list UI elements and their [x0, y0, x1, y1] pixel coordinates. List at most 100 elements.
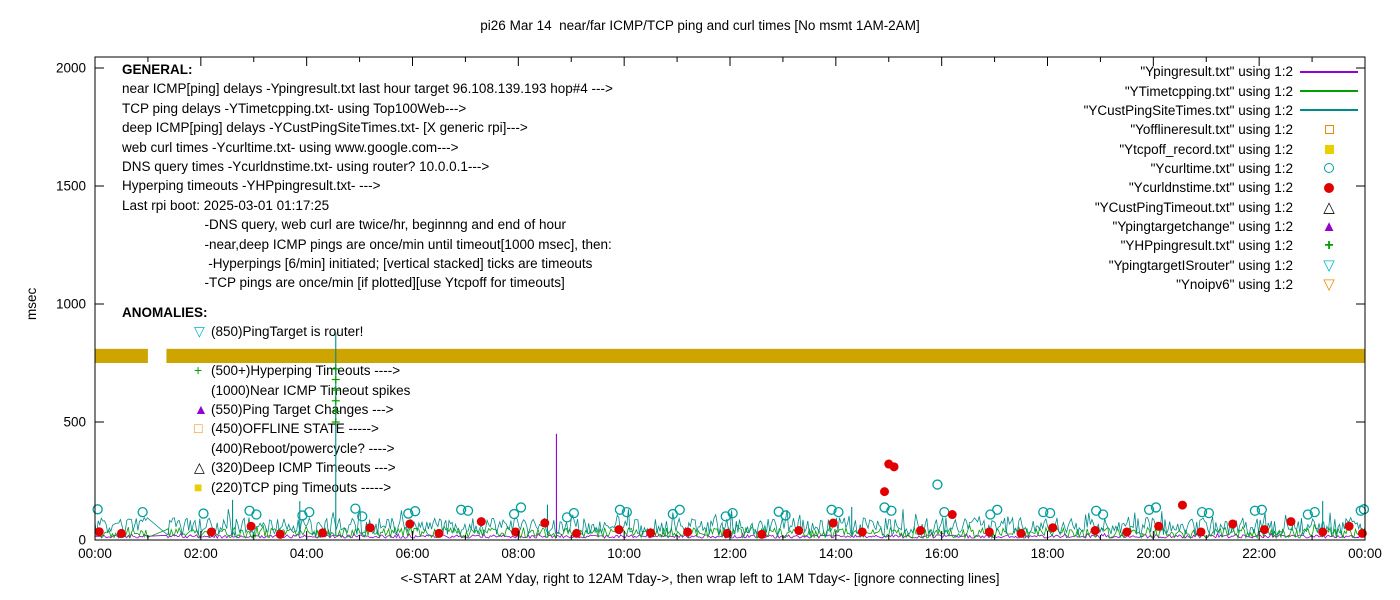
anomaly-item: ■ (220)TCP ping Timeouts ----->	[122, 478, 410, 497]
y-tick-label: 2000	[56, 61, 86, 76]
anomaly-text: (400)Reboot/powercycle? ---->	[211, 440, 395, 456]
line-marker-icon	[1293, 109, 1365, 112]
y-tick-label: 1000	[56, 297, 86, 312]
legend-entry: "Ycurltime.txt" using 1:2	[1031, 159, 1365, 178]
anomaly-text: (450)OFFLINE STATE ----->	[211, 421, 379, 437]
general-line: near ICMP[ping] delays -Ypingresult.txt …	[122, 81, 613, 97]
legend-label: "YHPpingresult.txt" using 1:2	[1120, 238, 1293, 254]
scatter-Ycurltime	[92, 479, 1370, 523]
series-Ypingresult	[94, 433, 1366, 539]
legend-entry: "Ynoipv6" using 1:2 ▽	[1031, 275, 1365, 294]
x-tick-label: 04:00	[290, 546, 324, 561]
x-tick-label: 08:00	[501, 546, 535, 561]
general-line: Hyperping timeouts -YHPpingresult.txt- -…	[122, 178, 381, 194]
general-line: -near,deep ICMP pings are once/min until…	[122, 236, 612, 252]
scatter-YHPpingresult	[331, 364, 340, 426]
legend-entry: "YpingtargetISrouter" using 1:2 ▽	[1031, 255, 1365, 274]
anomaly-item: + (500+)Hyperping Timeouts ---->	[122, 361, 410, 380]
cyan-down-triangle-icon: ▽	[194, 323, 205, 340]
plus-marker-icon: +	[1324, 236, 1334, 254]
legend-label: "Ycurldnstime.txt" using 1:2	[1128, 180, 1293, 196]
x-tick-label: 16:00	[925, 546, 959, 561]
x-tick-label: 14:00	[819, 546, 853, 561]
anomaly-text: (220)TCP ping Timeouts ----->	[211, 479, 392, 495]
circle-open-marker-icon	[1293, 163, 1365, 174]
anomaly-item: (400)Reboot/powercycle? ---->	[122, 439, 410, 458]
x-tick-label: 00:00	[78, 546, 112, 561]
legend-entry: "YCustPingTimeout.txt" using 1:2 △	[1031, 197, 1365, 216]
x-tick-label: 22:00	[1242, 546, 1276, 561]
legend-entry: "Ycurldnstime.txt" using 1:2	[1031, 178, 1365, 197]
general-line: deep ICMP[ping] delays -YCustPingSiteTim…	[122, 120, 528, 136]
legend-entry: "YTimetcpping.txt" using 1:2	[1031, 81, 1365, 100]
y-tick-label: 1500	[56, 179, 86, 194]
legend-label: "Ynoipv6" using 1:2	[1176, 276, 1293, 292]
y-axis-label: msec	[24, 287, 39, 320]
x-tick-label: 20:00	[1136, 546, 1170, 561]
legend-label: "Ycurltime.txt" using 1:2	[1150, 160, 1293, 176]
x-tick-label: 12:00	[713, 546, 747, 561]
legend-entry: "Yofflineresult.txt" using 1:2	[1031, 120, 1365, 139]
orange-open-square-icon: □	[194, 420, 203, 437]
general-line: web curl times -Ycurltime.txt- using www…	[122, 139, 459, 155]
square-filled-marker-icon	[1293, 144, 1365, 154]
general-notes-block: GENERAL: near ICMP[ping] delays -Ypingres…	[122, 60, 613, 293]
legend-label: "Yofflineresult.txt" using 1:2	[1130, 122, 1293, 138]
legend: "Ypingresult.txt" using 1:2 "YTimetcpping…	[1031, 62, 1365, 294]
triangle-open-marker-icon: △	[1323, 198, 1335, 216]
x-tick-label: 02:00	[184, 546, 218, 561]
y-tick-label: 500	[63, 415, 86, 430]
anomaly-text: (500+)Hyperping Timeouts ---->	[211, 363, 401, 379]
legend-entry: "Ytcpoff_record.txt" using 1:2	[1031, 139, 1365, 158]
legend-label: "Ypingresult.txt" using 1:2	[1140, 64, 1293, 80]
legend-label: "Ytcpoff_record.txt" using 1:2	[1119, 141, 1293, 157]
legend-entry: "YCustPingSiteTimes.txt" using 1:2	[1031, 101, 1365, 120]
chart-title: pi26 Mar 14 near/far ICMP/TCP ping and c…	[480, 18, 920, 33]
anomaly-text: (1000)Near ICMP Timeout spikes	[211, 382, 411, 398]
violet-filled-triangle-icon: ▲	[194, 400, 208, 417]
x-tick-label: 06:00	[396, 546, 430, 561]
yellow-filled-square-icon: ■	[194, 478, 203, 495]
legend-label: "Ypingtargetchange" using 1:2	[1112, 218, 1293, 234]
legend-entry: "Ypingtargetchange" using 1:2 ▲	[1031, 217, 1365, 236]
general-line: DNS query times -Ycurldnstime.txt- using…	[122, 159, 490, 175]
scatter-Ycurldnstime	[94, 459, 1367, 539]
anomaly-item: △ (320)Deep ICMP Timeouts --->	[122, 458, 410, 477]
axes: 0 500 1000 1500 2000 00:00 02:00 04:00 06:00 08:0…	[56, 56, 1382, 561]
triangle-down-open-marker-icon: ▽	[1323, 275, 1335, 293]
legend-label: "YCustPingTimeout.txt" using 1:2	[1094, 199, 1293, 215]
general-line: TCP ping delays -YTimetcpping.txt- using…	[122, 100, 467, 116]
x-tick-label: 00:00	[1348, 546, 1382, 561]
general-line: -DNS query, web curl are twice/hr, begin…	[122, 217, 566, 233]
y-tick-label: 0	[78, 533, 86, 548]
general-line: -Hyperpings [6/min] initiated; [vertical…	[122, 256, 593, 272]
x-tick-label: 10:00	[607, 546, 641, 561]
legend-label: "YTimetcpping.txt" using 1:2	[1124, 83, 1293, 99]
general-line: -TCP pings are once/min [if plotted][use…	[122, 275, 565, 291]
x-axis-label: <-START at 2AM Yday, right to 12AM Tday-…	[400, 571, 1000, 586]
anomalies-heading: ANOMALIES:	[122, 305, 208, 320]
anomaly-item: □ (450)OFFLINE STATE ----->	[122, 419, 410, 438]
legend-entry: "YHPpingresult.txt" using 1:2 +	[1031, 236, 1365, 255]
legend-entry: "Ypingresult.txt" using 1:2	[1031, 62, 1365, 81]
general-heading: GENERAL:	[122, 62, 193, 77]
general-line: Last rpi boot: 2025-03-01 01:17:25	[122, 197, 330, 213]
line-marker-icon	[1293, 90, 1365, 93]
circle-filled-marker-icon	[1293, 182, 1365, 193]
square-open-marker-icon	[1293, 125, 1365, 135]
anomaly-text: (550)Ping Target Changes --->	[211, 401, 394, 417]
anomaly-item: ▲ (550)Ping Target Changes --->	[122, 400, 410, 419]
anomaly-item: (1000)Near ICMP Timeout spikes	[122, 381, 410, 400]
triangle-down-open-marker-icon: ▽	[1323, 256, 1335, 274]
anomaly-item: ▽ (850)PingTarget is router!	[122, 322, 410, 341]
anomalies-notes-block: ANOMALIES: ▽ (850)PingTarget is router! + (5…	[122, 303, 410, 497]
line-marker-icon	[1293, 70, 1365, 73]
triangle-filled-marker-icon: ▲	[1321, 217, 1337, 235]
noipv6-band	[95, 348, 1365, 363]
anomaly-text: (850)PingTarget is router!	[211, 324, 364, 340]
x-tick-label: 18:00	[1031, 546, 1065, 561]
black-open-triangle-icon: △	[194, 459, 205, 476]
green-plus-icon: +	[194, 362, 203, 379]
